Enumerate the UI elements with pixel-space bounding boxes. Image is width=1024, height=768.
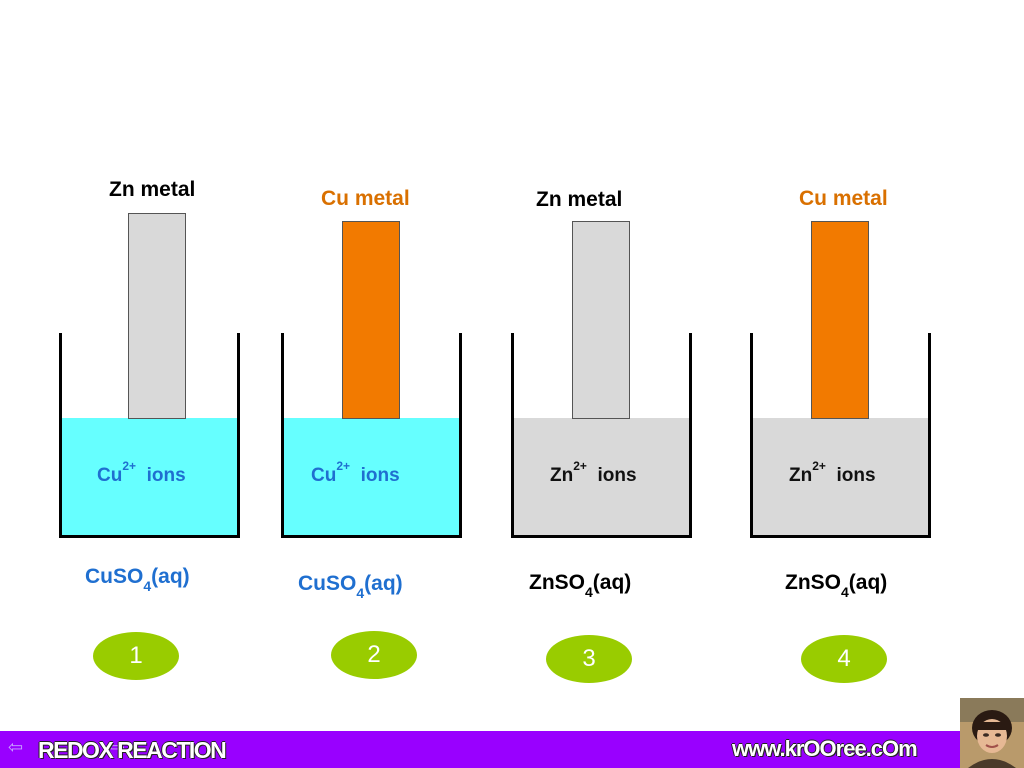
solution-formula: ZnSO4(aq)	[529, 571, 632, 600]
beaker-wall-right	[928, 333, 931, 538]
ion-label: Cu2+ ions	[97, 459, 186, 486]
solution	[514, 418, 690, 536]
arrow-right-icon[interactable]: ⇨	[110, 737, 126, 757]
beaker-wall-left	[750, 333, 753, 538]
ion-label: Cu2+ ions	[311, 459, 400, 486]
beaker-wall-right	[237, 333, 240, 538]
beaker-bottom	[511, 535, 692, 538]
metal-rod	[128, 213, 186, 419]
beaker-bottom	[281, 535, 462, 538]
metal-rod	[572, 221, 630, 419]
beaker-wall-left	[281, 333, 284, 538]
badge-1: 1	[93, 632, 179, 680]
beaker-wall-left	[511, 333, 514, 538]
badge-4: 4	[801, 635, 887, 683]
solution	[284, 418, 460, 536]
metal-rod	[811, 221, 869, 419]
badge-3: 3	[546, 635, 632, 683]
metal-label: Zn metal	[109, 178, 196, 201]
ion-label: Zn2+ ions	[789, 459, 876, 486]
avatar	[960, 698, 1024, 768]
beaker-bottom	[750, 535, 931, 538]
beaker-wall-right	[459, 333, 462, 538]
solution-formula: CuSO4(aq)	[298, 572, 403, 601]
metal-label: Zn metal	[536, 188, 623, 211]
metal-rod	[342, 221, 400, 419]
solution	[62, 418, 238, 536]
solution-formula: CuSO4(aq)	[85, 565, 190, 594]
footer-title: REDOX REACTION	[38, 737, 227, 763]
arrow-left-icon[interactable]: ⇦	[8, 737, 24, 757]
beaker-wall-left	[59, 333, 62, 538]
beaker-wall-right	[689, 333, 692, 538]
badge-2: 2	[331, 631, 417, 679]
solution-formula: ZnSO4(aq)	[785, 571, 888, 600]
footer-bar: ⇦ ⇨ REDOX REACTION www.krOOree.cOm	[0, 731, 1024, 768]
ion-label: Zn2+ ions	[550, 459, 637, 486]
metal-label: Cu metal	[321, 187, 410, 210]
solution	[753, 418, 929, 536]
beaker-bottom	[59, 535, 240, 538]
footer-url[interactable]: www.krOOree.cOm	[732, 736, 918, 761]
metal-label: Cu metal	[799, 187, 888, 210]
